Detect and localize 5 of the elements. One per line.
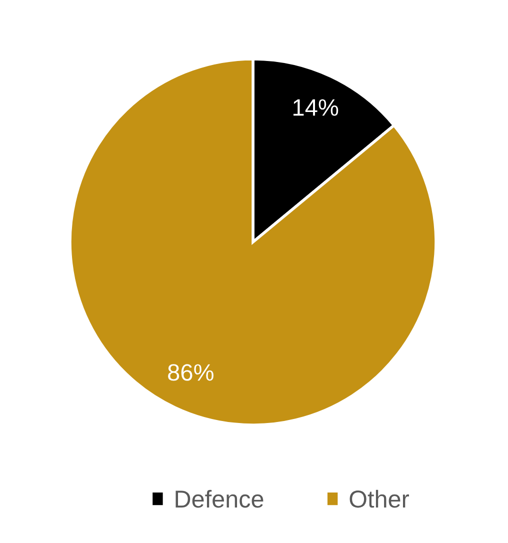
legend-label: Other [350, 490, 409, 508]
data-label: 86% [168, 364, 214, 381]
legend-label: Defence [176, 490, 264, 508]
data-label: 14% [294, 99, 338, 116]
pie-slice [68, 58, 438, 426]
